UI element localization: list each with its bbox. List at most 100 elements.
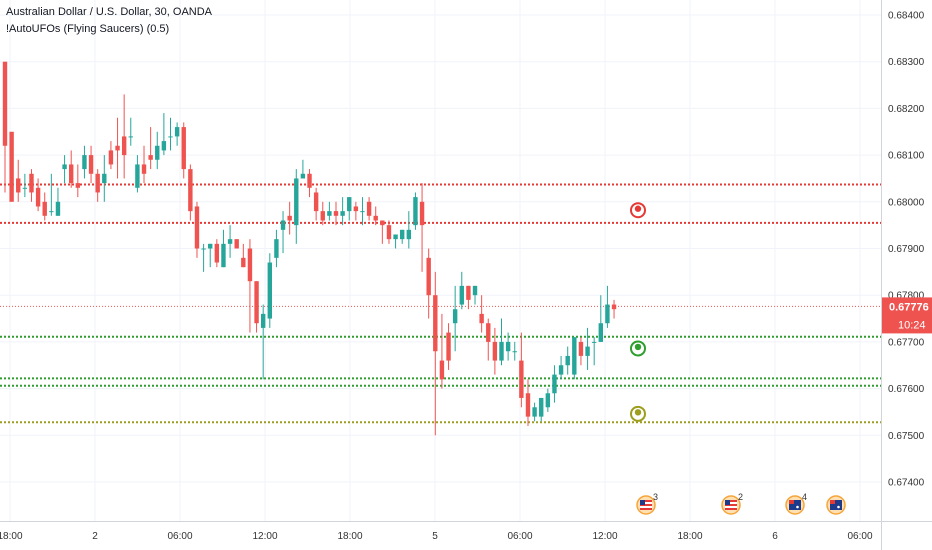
y-tick-label: 0.67600 — [888, 384, 925, 395]
candle — [320, 201, 325, 226]
flag-stripe — [640, 504, 652, 506]
candles[interactable] — [2, 61, 617, 436]
candle-body — [42, 201, 47, 216]
candle — [75, 164, 81, 198]
candle — [499, 318, 504, 366]
price-tag-background — [882, 297, 932, 334]
candle — [280, 211, 286, 254]
candle-body — [155, 145, 160, 160]
candle-body — [128, 136, 133, 138]
candle-body — [29, 173, 34, 193]
candle-body — [247, 248, 253, 282]
candle — [347, 197, 352, 221]
candle-body — [340, 211, 345, 216]
candle-body — [69, 164, 74, 184]
candle — [234, 239, 239, 249]
candle-body — [380, 220, 385, 226]
candle — [29, 169, 34, 202]
ufo-red-icon — [630, 202, 646, 219]
candle — [353, 201, 359, 221]
candle — [307, 169, 312, 198]
candle — [42, 192, 47, 221]
y-tick-label: 0.68100 — [888, 151, 925, 162]
flag-stripe — [640, 508, 652, 510]
candle — [174, 122, 180, 146]
candle-body — [413, 197, 418, 226]
candle — [472, 285, 478, 305]
x-tick-label: 5 — [432, 531, 438, 542]
candle — [254, 281, 259, 333]
candle-body — [280, 220, 286, 230]
candle — [2, 61, 8, 193]
candle-body — [333, 211, 339, 216]
candle-body — [161, 141, 167, 151]
flag-stripe — [725, 500, 737, 502]
candle — [300, 159, 306, 179]
candle — [565, 346, 570, 375]
candle — [373, 206, 378, 226]
candle — [287, 201, 292, 235]
candle-body — [539, 397, 544, 417]
candle-body — [188, 169, 193, 212]
x-tick-label: 06:00 — [507, 531, 532, 542]
au-flag-event-icon — [826, 495, 846, 515]
candle — [340, 197, 345, 226]
candle — [214, 239, 220, 268]
candle — [128, 117, 133, 146]
candle-body — [287, 215, 292, 221]
candle-body — [598, 323, 603, 342]
candle-body — [472, 285, 478, 296]
candle-body — [353, 206, 359, 212]
candle-body — [307, 173, 312, 188]
candle — [62, 155, 67, 184]
candle-body — [174, 127, 180, 137]
x-tick-label: 06:00 — [847, 531, 872, 542]
symbol-title[interactable]: Australian Dollar / U.S. Dollar, 30, OAN… — [6, 6, 213, 18]
candle — [611, 299, 617, 319]
candle-body — [360, 211, 365, 213]
candle — [294, 169, 299, 244]
y-tick-label: 0.67800 — [888, 291, 925, 302]
event-markers[interactable]: 3 2 4 — [636, 492, 846, 515]
candle — [552, 365, 557, 403]
candle-body — [578, 341, 584, 356]
candle-body — [95, 173, 100, 193]
candle-body — [35, 187, 41, 207]
candle-body — [572, 337, 577, 375]
candle — [148, 127, 153, 170]
x-tick-label: 12:00 — [252, 531, 277, 542]
candle-body — [499, 341, 504, 361]
candle-body — [505, 341, 511, 352]
y-tick-label: 0.67900 — [888, 244, 925, 255]
y-tick-label: 0.67500 — [888, 431, 925, 442]
y-tick-label: 0.68300 — [888, 57, 925, 68]
candle-body — [254, 281, 259, 324]
candle — [512, 341, 517, 361]
ufo-green-icon — [630, 340, 646, 357]
candle — [141, 145, 147, 184]
candle — [433, 271, 438, 436]
candle — [108, 141, 114, 170]
candle — [452, 285, 458, 352]
y-tick-label: 0.68200 — [888, 104, 925, 115]
candle-body — [373, 215, 378, 221]
candle-body — [327, 211, 332, 216]
candle-body — [591, 341, 597, 343]
ufo-core — [634, 343, 642, 351]
candle-body — [22, 187, 28, 189]
candle-body — [525, 393, 531, 417]
candle — [393, 234, 398, 249]
indicator-title[interactable]: !AutoUFOs (Flying Saucers) (0.5) — [6, 23, 170, 35]
candle — [22, 173, 28, 198]
candle-body — [102, 173, 107, 184]
candle — [95, 169, 100, 202]
candle-body — [16, 178, 21, 193]
candle — [327, 201, 332, 221]
candle — [479, 295, 484, 333]
x-tick-label: 18:00 — [0, 531, 23, 542]
candle-body — [227, 239, 233, 244]
candle-body — [181, 127, 186, 170]
candle-body — [466, 285, 471, 300]
candle — [102, 155, 107, 202]
